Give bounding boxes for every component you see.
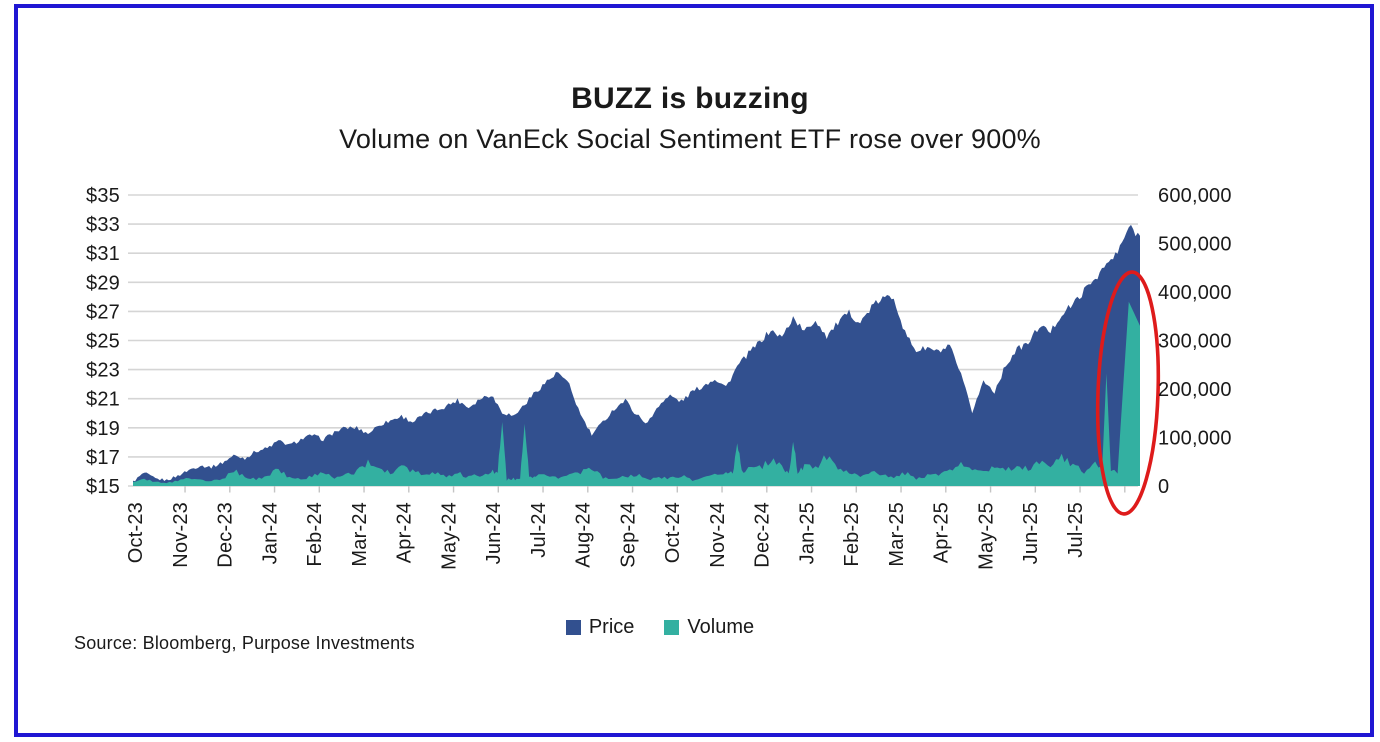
annotation-ellipse xyxy=(1095,270,1161,516)
svg-text:$29: $29 xyxy=(86,272,120,294)
svg-text:Mar-24: Mar-24 xyxy=(349,502,371,567)
svg-text:$23: $23 xyxy=(86,360,120,382)
figure-frame xyxy=(14,4,1374,737)
svg-text:May-25: May-25 xyxy=(975,502,997,570)
svg-text:Nov-23: Nov-23 xyxy=(170,502,192,568)
legend-volume-label: Volume xyxy=(687,616,755,638)
svg-text:Aug-24: Aug-24 xyxy=(573,502,595,568)
volume-area xyxy=(133,301,1140,486)
legend-item-price: Price xyxy=(565,616,635,639)
title-block: BUZZ is buzzing Volume on VanEck Social … xyxy=(0,80,1380,157)
svg-text:Jul-24: Jul-24 xyxy=(528,502,550,558)
svg-text:400,000: 400,000 xyxy=(1158,282,1232,304)
svg-text:Feb-24: Feb-24 xyxy=(304,502,326,567)
price-area xyxy=(133,224,1140,486)
y-axis-left-labels: $35 $33 $31 $29 $27 $25 $23 $21 $19 $17 $15 xyxy=(86,185,120,498)
svg-text:$19: $19 xyxy=(86,418,120,440)
legend: Price Volume xyxy=(0,616,1350,639)
legend-item-volume: Volume xyxy=(664,616,754,639)
svg-text:$31: $31 xyxy=(86,243,120,265)
svg-text:Jun-25: Jun-25 xyxy=(1020,502,1042,564)
chart-subtitle: Volume on VanEck Social Sentiment ETF ro… xyxy=(339,123,1041,154)
svg-text:0: 0 xyxy=(1158,476,1169,498)
svg-text:100,000: 100,000 xyxy=(1158,428,1232,450)
svg-text:200,000: 200,000 xyxy=(1158,379,1232,401)
chart-title: BUZZ is buzzing xyxy=(571,82,809,115)
svg-text:$27: $27 xyxy=(86,301,120,323)
svg-text:Jul-25: Jul-25 xyxy=(1065,502,1087,558)
svg-text:Dec-23: Dec-23 xyxy=(215,502,237,568)
x-axis-labels: Oct-23 Nov-23 Dec-23 Jan-24 Feb-24 Mar-24 Apr-… xyxy=(125,502,1087,570)
volume-swatch-icon xyxy=(664,620,680,635)
svg-text:Jun-24: Jun-24 xyxy=(483,502,505,564)
svg-text:$15: $15 xyxy=(86,476,120,498)
svg-text:Nov-24: Nov-24 xyxy=(707,502,729,568)
svg-text:Feb-25: Feb-25 xyxy=(841,502,863,567)
y-axis-right-labels: 600,000 500,000 400,000 300,000 200,000 100,0… xyxy=(1158,185,1232,498)
legend-price-label: Price xyxy=(588,616,635,638)
svg-text:May-24: May-24 xyxy=(438,502,460,570)
svg-text:500,000: 500,000 xyxy=(1158,234,1232,256)
svg-text:Apr-25: Apr-25 xyxy=(931,502,953,563)
svg-text:600,000: 600,000 xyxy=(1158,185,1232,207)
svg-text:300,000: 300,000 xyxy=(1158,331,1232,353)
svg-text:Jan-24: Jan-24 xyxy=(259,502,281,564)
svg-text:$17: $17 xyxy=(86,447,120,469)
svg-text:Mar-25: Mar-25 xyxy=(886,502,908,567)
price-swatch-icon xyxy=(565,620,581,635)
x-axis-ticks xyxy=(184,486,1126,493)
svg-text:Dec-24: Dec-24 xyxy=(752,502,774,568)
svg-text:Oct-24: Oct-24 xyxy=(662,502,684,563)
svg-text:Oct-23: Oct-23 xyxy=(125,502,147,563)
svg-text:$33: $33 xyxy=(86,214,120,236)
svg-text:Sep-24: Sep-24 xyxy=(617,502,639,568)
svg-text:$25: $25 xyxy=(86,331,120,353)
svg-text:Jan-25: Jan-25 xyxy=(796,502,818,564)
svg-text:$21: $21 xyxy=(86,389,120,411)
source-note: Source: Bloomberg, Purpose Investments xyxy=(74,633,415,653)
svg-text:Apr-24: Apr-24 xyxy=(394,502,416,563)
svg-text:$35: $35 xyxy=(86,185,120,207)
